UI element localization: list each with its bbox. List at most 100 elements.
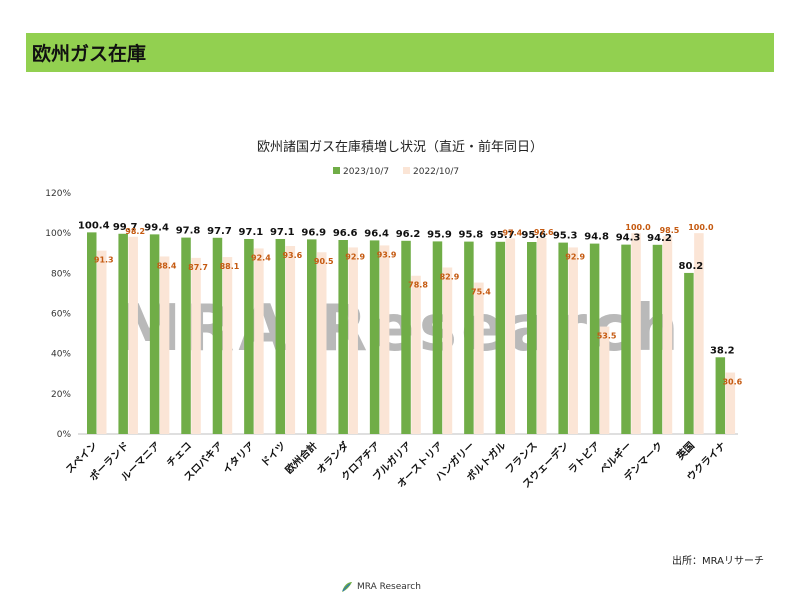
x-category-label: 欧州合計 bbox=[282, 439, 319, 476]
data-label-2023: 80.2 bbox=[679, 261, 704, 272]
bar-2022 bbox=[631, 233, 641, 434]
data-label-2023: 38.2 bbox=[710, 345, 735, 356]
bar-2023 bbox=[87, 232, 97, 434]
data-label-2022: 98.5 bbox=[660, 226, 680, 235]
bar-2023 bbox=[715, 357, 726, 434]
bar-2023 bbox=[118, 233, 128, 434]
page-title: 欧州ガス在庫 bbox=[32, 43, 147, 65]
data-label-2022: 93.9 bbox=[377, 250, 397, 259]
legend-label-2023: 2023/10/7 bbox=[343, 167, 389, 177]
data-label-2023: 96.9 bbox=[301, 227, 326, 238]
bar-2023 bbox=[307, 239, 317, 434]
data-label-2022: 78.8 bbox=[408, 281, 428, 290]
bar-2022 bbox=[725, 372, 736, 434]
x-category-label: イタリア bbox=[220, 440, 256, 476]
bar-2022 bbox=[191, 257, 201, 434]
data-label-2022: 100.0 bbox=[688, 223, 714, 232]
bar-2023 bbox=[181, 237, 191, 434]
y-tick-label: 20% bbox=[51, 390, 71, 400]
data-label-2022: 30.6 bbox=[722, 378, 742, 387]
data-label-2022: 90.5 bbox=[314, 257, 334, 266]
data-label-2022: 97.4 bbox=[502, 228, 522, 237]
watermark-text: MRA Research bbox=[117, 292, 682, 366]
data-label-2022: 97.6 bbox=[534, 228, 554, 237]
data-label-2023: 95.3 bbox=[553, 231, 578, 242]
bar-2023 bbox=[369, 240, 380, 434]
bar-2022 bbox=[662, 236, 673, 434]
x-category-label: チェコ bbox=[164, 440, 194, 470]
data-label-2022: 87.7 bbox=[188, 263, 208, 272]
bar-2022 bbox=[379, 245, 390, 434]
data-label-2023: 95.8 bbox=[459, 230, 484, 241]
bar-2022 bbox=[442, 267, 453, 434]
bar-2023 bbox=[652, 244, 663, 434]
bar-2023 bbox=[621, 244, 631, 434]
data-label-2022: 92.4 bbox=[251, 253, 271, 262]
bar-2023 bbox=[212, 237, 223, 434]
bar-2023 bbox=[527, 242, 537, 434]
bar-2023 bbox=[495, 241, 506, 434]
data-label-2023: 97.1 bbox=[239, 227, 264, 238]
bar-2023 bbox=[149, 234, 160, 434]
data-label-2022: 92.9 bbox=[565, 252, 585, 261]
bar-2023 bbox=[244, 238, 254, 434]
x-category-label: ラトビア bbox=[565, 439, 602, 476]
leaf-swirl-logo-icon bbox=[342, 582, 352, 592]
bar-2022 bbox=[599, 326, 610, 434]
y-tick-label: 120% bbox=[45, 189, 71, 199]
bar-2023 bbox=[401, 240, 411, 434]
bar-2023 bbox=[684, 272, 694, 434]
legend-label-2022: 2022/10/7 bbox=[413, 167, 459, 177]
bar-2022 bbox=[411, 275, 421, 434]
bar-2022 bbox=[568, 247, 578, 434]
bar-2022 bbox=[505, 238, 516, 434]
logo-text: MRA Research bbox=[357, 582, 421, 592]
source-note: 出所：MRAリサーチ bbox=[671, 556, 764, 567]
x-category-label: ドイツ bbox=[259, 440, 289, 470]
data-label-2023: 96.6 bbox=[333, 228, 358, 239]
bar-2023 bbox=[338, 239, 348, 434]
y-tick-label: 0% bbox=[57, 430, 72, 440]
bar-2022 bbox=[348, 247, 358, 434]
bar-2023 bbox=[589, 243, 600, 434]
header-bar: 欧州ガス在庫 bbox=[26, 33, 774, 72]
chart-title: 欧州諸国ガス在庫積増し状況（直近・前年同日） bbox=[256, 140, 543, 155]
data-label-2023: 94.8 bbox=[584, 232, 609, 243]
y-tick-label: 80% bbox=[51, 269, 71, 279]
data-label-2022: 82.9 bbox=[440, 273, 460, 282]
data-label-2022: 75.4 bbox=[471, 288, 491, 297]
bar-2022 bbox=[537, 237, 547, 434]
data-label-2023: 96.4 bbox=[364, 228, 389, 239]
data-label-2023: 96.2 bbox=[396, 229, 421, 240]
logo: MRA Research bbox=[340, 580, 421, 594]
data-label-2022: 100.0 bbox=[625, 223, 651, 232]
y-tick-label: 40% bbox=[51, 350, 71, 360]
data-label-2023: 97.1 bbox=[270, 227, 295, 238]
data-label-2023: 94.3 bbox=[616, 233, 641, 244]
data-label-2023: 100.4 bbox=[78, 220, 110, 231]
data-label-2022: 88.4 bbox=[157, 261, 177, 270]
data-label-2023: 99.7 bbox=[113, 222, 138, 233]
data-label-2022: 92.9 bbox=[345, 252, 365, 261]
bar-2023 bbox=[432, 241, 443, 434]
bar-2023 bbox=[464, 241, 474, 434]
bar-2022 bbox=[474, 282, 484, 434]
data-label-2023: 94.2 bbox=[647, 233, 672, 244]
data-label-2022: 53.5 bbox=[597, 332, 617, 341]
bar-2022 bbox=[222, 257, 233, 434]
data-label-2022: 91.3 bbox=[94, 256, 114, 265]
data-label-2023: 99.4 bbox=[144, 222, 169, 233]
legend-swatch-2022 bbox=[403, 167, 410, 174]
data-label-2022: 98.2 bbox=[125, 227, 145, 236]
data-label-2023: 95.9 bbox=[427, 229, 452, 240]
y-tick-label: 100% bbox=[45, 229, 71, 239]
data-label-2022: 93.6 bbox=[282, 251, 302, 260]
bar-2022 bbox=[254, 248, 264, 434]
data-label-2023: 95.7 bbox=[490, 230, 515, 241]
bar-2022 bbox=[285, 246, 296, 434]
data-label-2023: 97.8 bbox=[176, 226, 201, 237]
data-label-2023: 95.6 bbox=[521, 230, 546, 241]
bar-2022 bbox=[159, 256, 170, 434]
bar-2023 bbox=[558, 242, 568, 434]
